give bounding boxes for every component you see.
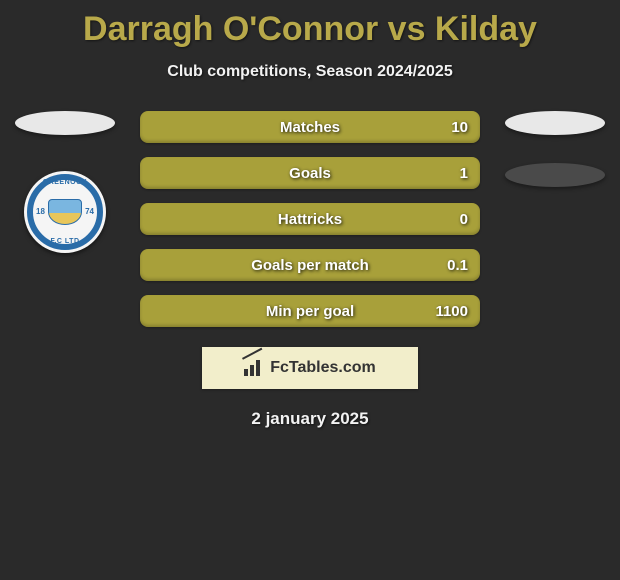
stat-label: Min per goal xyxy=(266,303,354,320)
logo-text: FcTables.com xyxy=(270,359,376,377)
right-player-name-oval-1 xyxy=(505,111,605,135)
right-player-name-oval-2 xyxy=(505,163,605,187)
left-player-name-oval xyxy=(15,111,115,135)
stat-bars: Matches 10 Goals 1 Hattricks 0 Goals per… xyxy=(140,111,480,327)
stat-bar-goals: Goals 1 xyxy=(140,157,480,189)
bar-chart-arrow-icon xyxy=(244,360,264,376)
badge-year-right: 74 xyxy=(85,207,94,216)
stat-bar-goals-per-match: Goals per match 0.1 xyxy=(140,249,480,281)
snapshot-date: 2 january 2025 xyxy=(0,409,620,429)
left-player-column: GREENOCK 18 74 F.C LTD xyxy=(10,111,120,253)
comparison-body: GREENOCK 18 74 F.C LTD Matches 10 Goals … xyxy=(0,111,620,327)
stat-value: 0.1 xyxy=(422,257,468,274)
stat-value: 1 xyxy=(422,165,468,182)
badge-top-text: GREENOCK xyxy=(43,179,87,186)
stat-value: 10 xyxy=(422,119,468,136)
stat-value: 0 xyxy=(422,211,468,228)
stat-label: Matches xyxy=(280,119,340,136)
stat-label: Hattricks xyxy=(278,211,342,228)
badge-bottom-text: F.C LTD xyxy=(50,238,79,245)
stat-bar-matches: Matches 10 xyxy=(140,111,480,143)
comparison-title: Darragh O'Connor vs Kilday xyxy=(0,0,620,49)
stat-label: Goals xyxy=(289,165,331,182)
stat-label: Goals per match xyxy=(251,257,369,274)
left-player-club-badge: GREENOCK 18 74 F.C LTD xyxy=(24,171,106,253)
badge-shield-icon xyxy=(48,199,82,225)
stat-bar-min-per-goal: Min per goal 1100 xyxy=(140,295,480,327)
stat-bar-hattricks: Hattricks 0 xyxy=(140,203,480,235)
season-subtitle: Club competitions, Season 2024/2025 xyxy=(0,63,620,81)
right-player-column xyxy=(500,111,610,187)
fctables-logo: FcTables.com xyxy=(202,347,418,389)
badge-year-left: 18 xyxy=(36,207,45,216)
stat-value: 1100 xyxy=(422,303,468,320)
